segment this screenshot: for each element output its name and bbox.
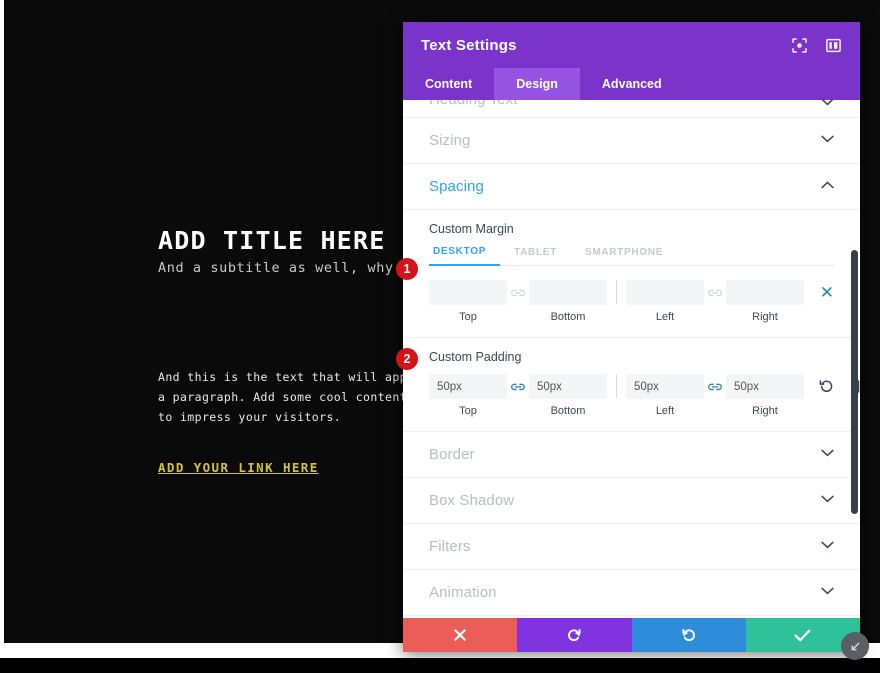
custom-padding-block: Custom Padding Top: [403, 338, 860, 432]
margin-inputs-row: Top Bottom: [429, 280, 834, 323]
custom-margin-block: Custom Margin DESKTOP TABLET SMARTPHONE …: [403, 210, 860, 338]
section-heading-text-label: Heading Text: [429, 100, 517, 108]
section-box-shadow[interactable]: Box Shadow: [403, 478, 860, 524]
margin-horizontal-pair: Left Right: [626, 280, 804, 323]
padding-horizontal-pair: Left Right: [626, 374, 804, 417]
margin-right-input[interactable]: [726, 280, 804, 305]
section-filters-label: Filters: [429, 538, 471, 555]
padding-left-input[interactable]: [626, 374, 704, 399]
chevron-down-icon: [821, 135, 834, 146]
padding-right-field: Right: [726, 374, 804, 417]
device-tab-smartphone[interactable]: SMARTPHONE: [584, 247, 664, 258]
section-box-shadow-label: Box Shadow: [429, 492, 515, 509]
margin-device-tabs: DESKTOP TABLET SMARTPHONE: [429, 246, 834, 266]
padding-left-caption: Left: [655, 405, 675, 417]
chevron-down-icon: [821, 587, 834, 598]
section-filters[interactable]: Filters: [403, 524, 860, 570]
text-settings-panel: Text Settings Content: [403, 22, 860, 652]
panel-scrollbar-thumb[interactable]: [851, 250, 858, 514]
padding-top-caption: Top: [459, 405, 477, 417]
preview-title: ADD TITLE HERE: [158, 226, 386, 255]
device-tab-desktop[interactable]: DESKTOP: [429, 246, 501, 266]
margin-vertical-pair: Top Bottom: [429, 280, 607, 323]
chevron-down-icon: [821, 100, 834, 109]
layout-columns-icon[interactable]: [824, 36, 842, 54]
step-badge-1: 1: [396, 258, 418, 280]
reset-icon[interactable]: [818, 378, 835, 395]
margin-left-caption: Left: [655, 311, 675, 323]
padding-inputs-row: Top Bottom: [429, 374, 860, 417]
redo-button[interactable]: [631, 618, 746, 652]
margin-right-field: Right: [726, 280, 804, 323]
section-spacing-label: Spacing: [429, 178, 484, 195]
cancel-button[interactable]: [403, 618, 518, 652]
panel-header: Text Settings: [403, 22, 860, 68]
margin-right-caption: Right: [752, 311, 778, 323]
padding-vertical-pair: Top Bottom: [429, 374, 607, 417]
padding-right-input[interactable]: [726, 374, 804, 399]
padding-left-field: Left: [626, 374, 704, 417]
chevron-down-icon: [821, 495, 834, 506]
canvas-left-edge: [0, 0, 4, 658]
custom-padding-title: Custom Padding: [429, 350, 522, 364]
preview-link[interactable]: ADD YOUR LINK HERE: [158, 460, 319, 475]
preview-paragraph: And this is the text that will appear as…: [158, 370, 451, 424]
margin-bottom-field: Bottom: [529, 280, 607, 323]
margin-vertical-link-icon[interactable]: [507, 280, 529, 305]
section-sizing[interactable]: Sizing: [403, 118, 860, 164]
padding-top-input[interactable]: [429, 374, 507, 399]
panel-title: Text Settings: [421, 36, 517, 54]
tab-design[interactable]: Design: [494, 68, 580, 100]
panel-resize-handle[interactable]: [841, 632, 869, 660]
margin-top-field: Top: [429, 280, 507, 323]
section-animation[interactable]: Animation: [403, 570, 860, 616]
chevron-down-icon: [821, 541, 834, 552]
panel-footer: [403, 618, 860, 652]
custom-margin-title: Custom Margin: [429, 222, 514, 236]
chevron-up-icon: [821, 181, 834, 192]
margin-top-caption: Top: [459, 311, 477, 323]
focus-target-icon[interactable]: [790, 36, 808, 54]
margin-left-field: Left: [626, 280, 704, 323]
panel-tab-bar: Content Design Advanced: [403, 68, 860, 100]
margin-left-input[interactable]: [626, 280, 704, 305]
padding-bottom-caption: Bottom: [550, 405, 586, 417]
margin-bottom-caption: Bottom: [550, 311, 586, 323]
section-heading-text[interactable]: Heading Text: [403, 100, 860, 118]
step-badge-2: 2: [396, 348, 418, 370]
margin-bottom-input[interactable]: [529, 280, 607, 305]
section-border-label: Border: [429, 446, 475, 463]
preview-subtitle: And a subtitle as well, why not: [158, 260, 429, 276]
padding-bottom-field: Bottom: [529, 374, 607, 417]
section-sizing-label: Sizing: [429, 132, 471, 149]
margin-pair-divider: [616, 280, 617, 304]
section-animation-label: Animation: [429, 584, 497, 601]
margin-clear-icon[interactable]: ✕: [819, 283, 834, 302]
chevron-down-icon: [821, 449, 834, 460]
device-tab-tablet[interactable]: TABLET: [514, 247, 557, 258]
panel-header-icons: [790, 36, 842, 54]
section-spacing[interactable]: Spacing: [403, 164, 860, 210]
margin-top-input[interactable]: [429, 280, 507, 305]
tab-content[interactable]: Content: [425, 77, 473, 91]
tab-advanced[interactable]: Advanced: [601, 77, 662, 91]
save-button[interactable]: [745, 618, 860, 652]
panel-scroll-body: Heading Text Sizing Spacing: [403, 100, 860, 618]
padding-horizontal-link-icon[interactable]: [704, 374, 726, 399]
undo-button[interactable]: [517, 618, 632, 652]
padding-right-caption: Right: [752, 405, 778, 417]
margin-horizontal-link-icon[interactable]: [704, 280, 726, 305]
panel-scroll-content: Heading Text Sizing Spacing: [403, 100, 860, 618]
padding-vertical-link-icon[interactable]: [507, 374, 529, 399]
section-border[interactable]: Border: [403, 432, 860, 478]
padding-bottom-input[interactable]: [529, 374, 607, 399]
padding-top-field: Top: [429, 374, 507, 417]
padding-pair-divider: [616, 374, 617, 398]
